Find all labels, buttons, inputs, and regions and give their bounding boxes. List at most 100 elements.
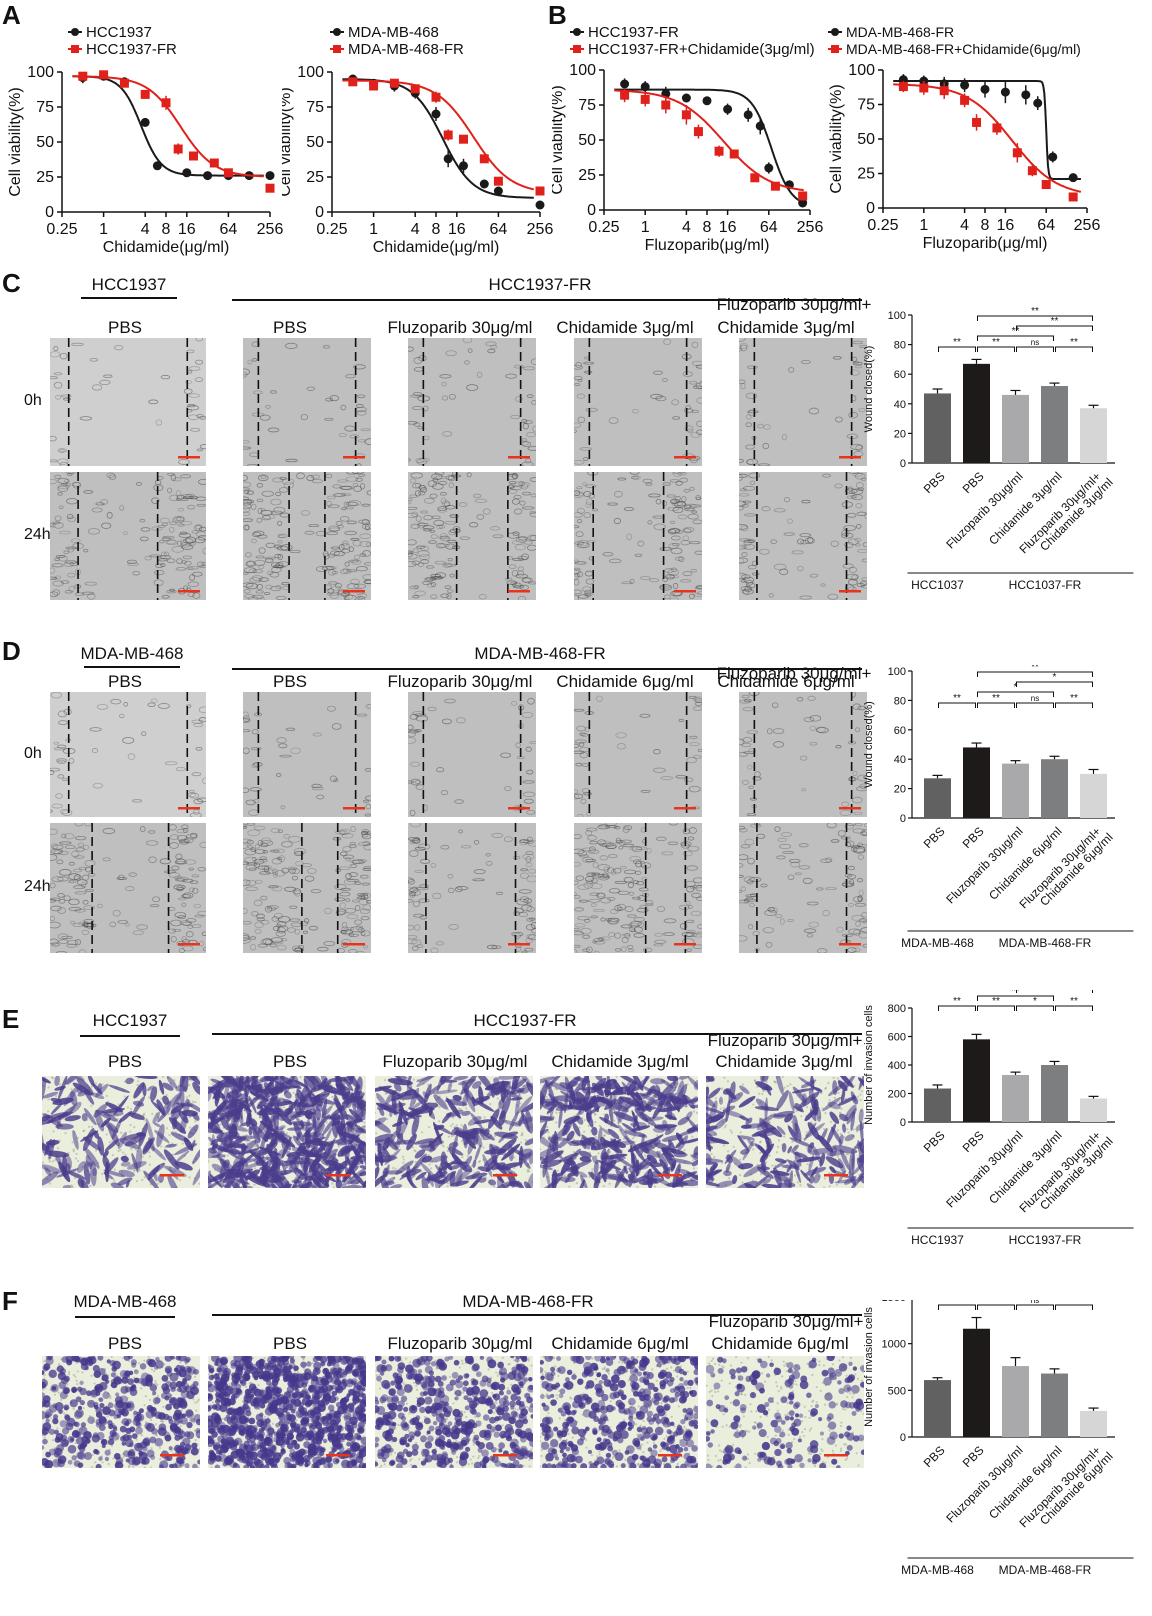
legend-label: MDA-MB-468-FR [348,41,464,58]
group-label: HCC1037-FR [1009,578,1082,592]
group-label-parent: HCC1937 [91,275,167,294]
data-point [99,70,109,80]
column-label-combo-line1: Fluzoparib 30μg/ml+ [716,664,872,683]
significance-bracket: ** [977,665,1093,677]
series-HCC1937-FR [614,78,808,208]
data-point [980,84,990,94]
column-label: Fluzoparib 30μg/ml [387,672,533,691]
data-point [161,98,171,108]
group-underline [80,1035,180,1037]
wound-image [243,338,371,466]
data-point [1012,148,1022,158]
x-tick-label: 256 [797,219,824,236]
column-label: Chidamide 3μg/ml [715,1052,853,1071]
data-point [620,79,630,89]
data-point [681,110,691,120]
category-label: PBS [921,1128,948,1155]
data-point [119,78,129,88]
y-axis-label: Number of invasion cells [863,1005,875,1125]
data-point [702,96,712,106]
wound-image [243,692,371,817]
group-label-parent: HCC1937 [92,1011,168,1030]
bar [1002,1366,1029,1437]
column-label: PBS [107,672,143,691]
y-tick-label: 0 [315,204,324,221]
data-point [1048,152,1058,162]
significance-label: ** [953,693,961,704]
x-tick-label: 4 [960,217,969,234]
data-point [443,154,453,164]
panel-letter-c: C [2,268,21,298]
column-label: PBS [107,318,143,337]
wound-image [243,472,371,600]
panel-letter-a: A [2,0,21,30]
x-tick-label: 0.25 [316,221,347,238]
y-tick-label: 60 [894,369,906,381]
bar [1080,1410,1107,1437]
x-tick-label: 8 [981,217,990,234]
bar-chart-f: 0 500 1000 1500 Number of invasion cells PBS P… [863,1300,1134,1577]
y-tick-label: 0 [900,1117,906,1129]
data-point [458,161,468,171]
significance-label: ** [1070,693,1078,704]
significance-label: ** [953,337,961,348]
significance-bracket: ** [977,996,1015,1011]
data-point [265,171,275,181]
group-label: MDA-MB-468 [901,936,974,950]
data-point [798,191,808,201]
column-label: Fluzoparib 30μg/ml [387,318,533,337]
y-tick-label: 75 [857,97,875,114]
data-point [620,90,630,100]
group-label: MDA-MB-468-FR [999,1563,1092,1577]
category-label: PBS [960,1443,987,1470]
x-tick-label: 8 [703,219,712,236]
y-tick-label: 20 [894,428,906,440]
column-label: Fluzoparib 30μg/ml [382,1052,528,1071]
y-tick-label: 0 [587,202,596,219]
significance-bracket: ** [938,1300,976,1310]
bar [924,778,951,818]
legend-entry: MDA-MB-468-FR+Chidamide(6μg/ml) [828,41,1081,57]
y-tick-label: 20 [894,784,906,796]
column-label: Chidamide 6μg/ml [711,1334,849,1353]
group-underline [75,1316,175,1318]
column-label: Chidamide 3μg/ml [556,318,694,337]
transwell-image [42,1076,200,1188]
data-point [972,117,982,127]
data-point [443,130,453,140]
data-point [78,71,88,81]
x-tick-label: 4 [141,221,150,238]
y-axis-label: Cell viability(%) [7,87,24,196]
transwell-image [208,1076,366,1188]
bar [1080,1098,1107,1122]
wound-image [574,823,702,953]
data-point [723,104,733,114]
legend-label: MDA-MB-468-FR+Chidamide(6μg/ml) [846,41,1081,57]
significance-bracket: ** [977,337,1015,352]
legend-entry: HCC1937 [68,24,152,41]
series-HCC1937-FR+Chidamide(3μg/ml) [614,88,808,201]
bar [963,747,990,818]
data-point [535,200,545,210]
significance-label: ** [1070,996,1078,1007]
data-point [640,82,650,92]
column-label: Fluzoparib 30μg/ml [387,1334,533,1353]
y-tick-label: 800 [888,1003,906,1015]
significance-bracket: * [977,682,1054,697]
wound-image [574,692,702,817]
y-tick-label: 200 [888,1089,906,1101]
x-tick-label: 0.25 [867,217,898,234]
x-tick-label: 64 [220,221,238,238]
bar [1041,759,1068,818]
x-tick-label: 16 [997,217,1015,234]
y-tick-label: 50 [857,131,875,148]
bar [1002,1074,1029,1122]
legend-label: HCC1937 [86,24,152,41]
data-point [479,154,489,164]
group-underline [212,1314,862,1316]
transwell-image [706,1076,864,1188]
data-point [209,158,219,168]
